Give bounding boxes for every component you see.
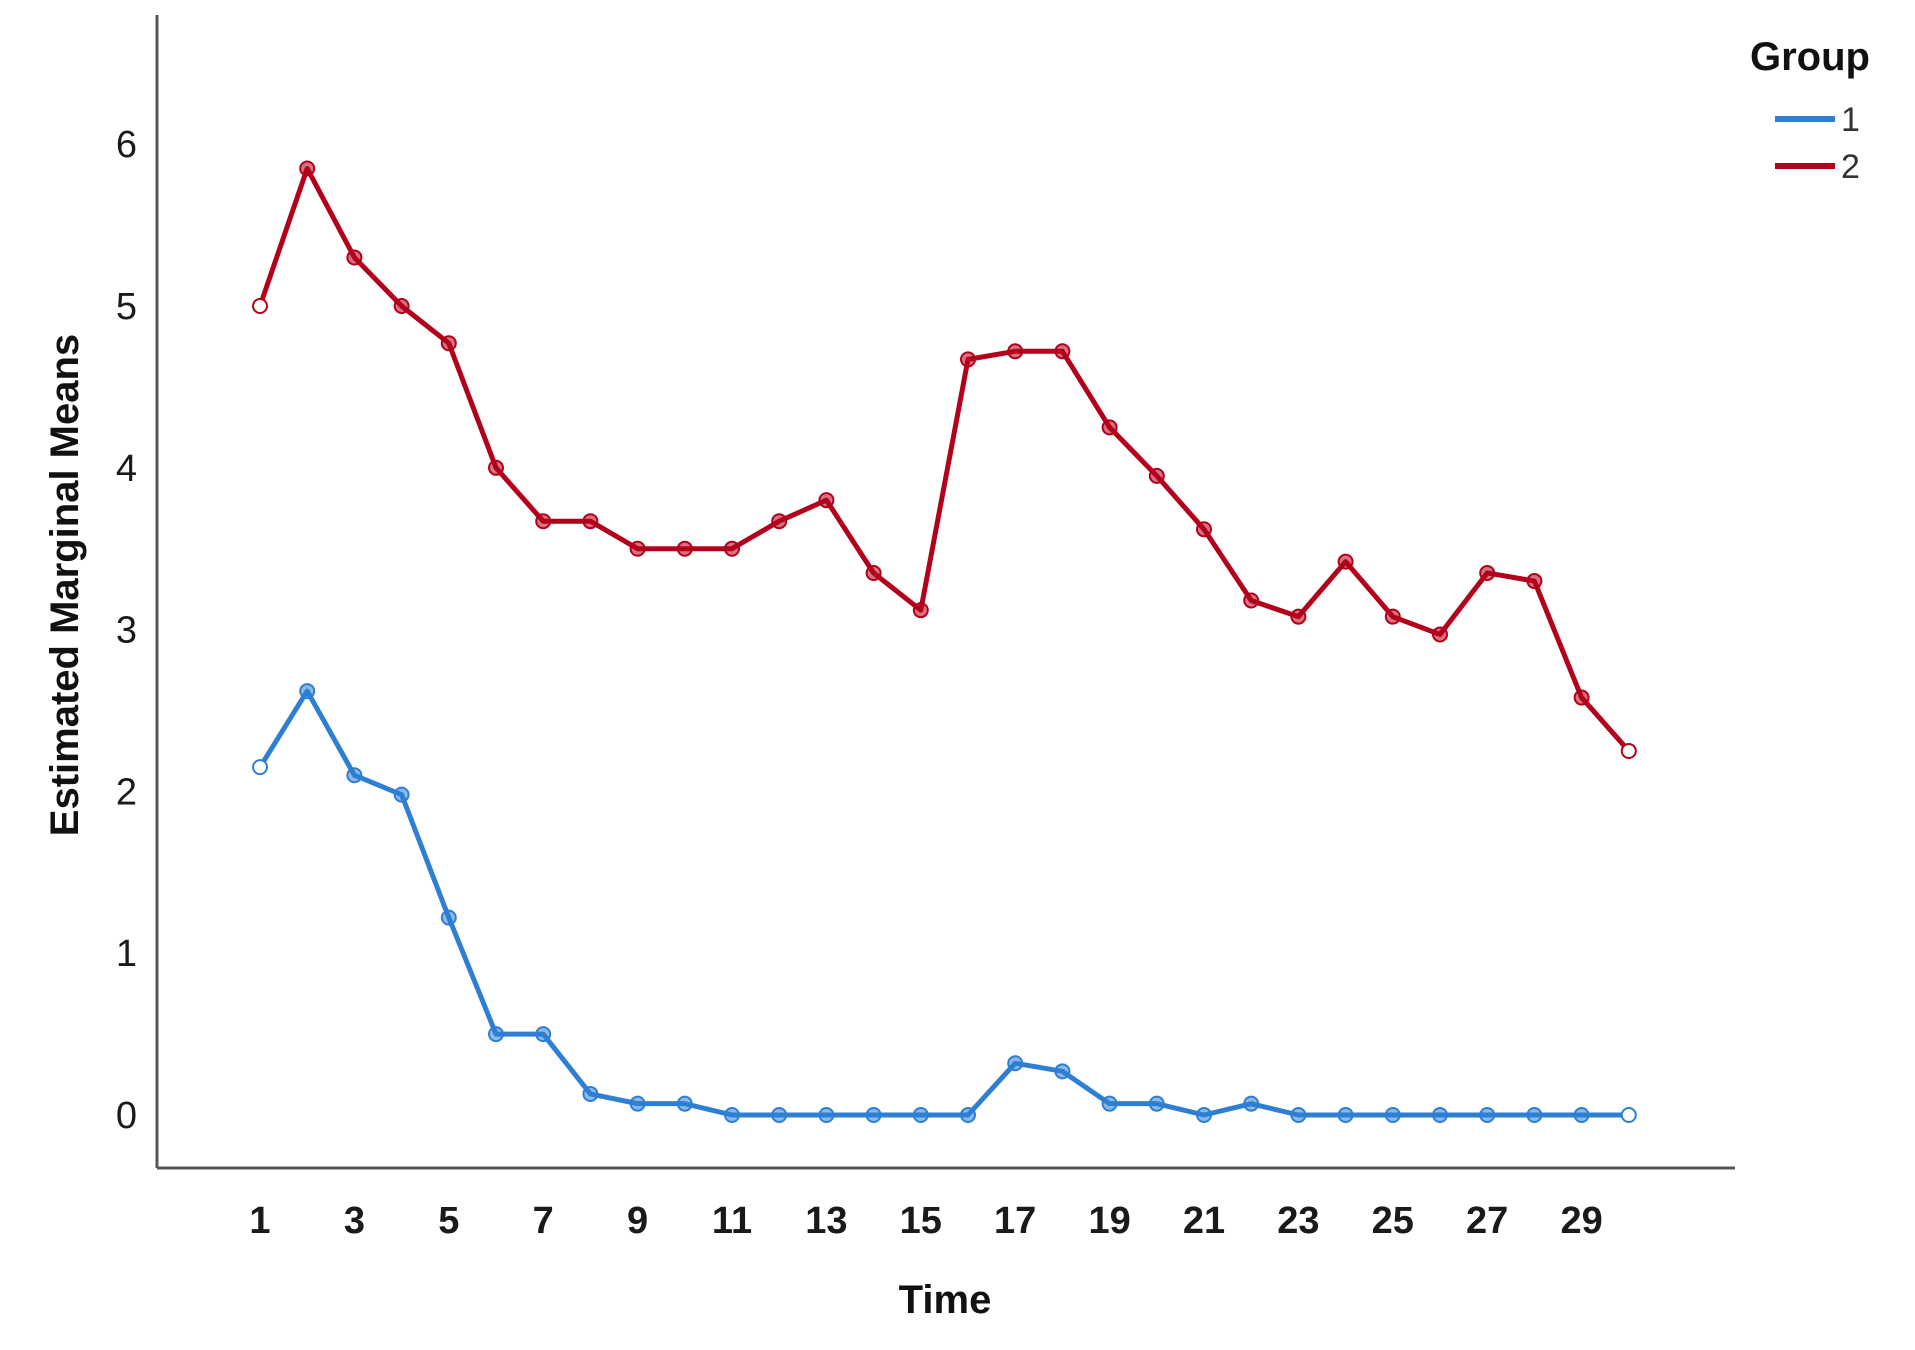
y-tick-label-5: 5 [116, 286, 137, 328]
data-point-group-1-t24 [1337, 1107, 1354, 1123]
data-point-group-2-t20 [1148, 467, 1165, 484]
data-point-group-1-t2 [299, 683, 316, 700]
x-tick-label-21: 21 [1183, 1200, 1225, 1242]
data-point-group-1-t6 [488, 1026, 504, 1043]
series-line-group-1 [257, 688, 1632, 1118]
data-point-group-2-t4 [393, 298, 410, 314]
legend-label-group-1: 1 [1841, 101, 1860, 139]
data-point-group-1-t25 [1384, 1107, 1401, 1123]
x-tick-labels: 1 3 5 7 9 11 13 15 17 19 21 23 25 27 29 [249, 1200, 1602, 1242]
y-tick-label-3: 3 [116, 610, 137, 652]
x-tick-label-3: 3 [344, 1200, 365, 1242]
data-point-group-1-t12 [771, 1107, 788, 1123]
x-tick-label-15: 15 [900, 1200, 942, 1242]
data-point-group-1-t19 [1101, 1095, 1118, 1112]
legend-title: Group [1750, 35, 1870, 79]
y-axis-title: Estimated Marginal Means [43, 334, 87, 836]
data-point-group-1-t7 [535, 1026, 552, 1043]
series-layer [252, 160, 1637, 1123]
x-tick-label-25: 25 [1372, 1200, 1414, 1242]
data-point-group-1-t28 [1526, 1107, 1543, 1123]
data-point-group-1-t20 [1148, 1095, 1165, 1112]
data-point-group-2-t18 [1054, 343, 1071, 360]
x-axis-title: Time [899, 1278, 992, 1322]
x-tick-label-13: 13 [805, 1200, 847, 1242]
axes [155, 15, 1735, 1170]
legend-label-group-2: 2 [1841, 148, 1860, 186]
legend: Group 1 2 [1750, 35, 1870, 186]
data-point-group-2-t26 [1432, 626, 1448, 643]
data-point-group-2-t6 [488, 459, 504, 476]
data-point-group-2-t17 [1007, 343, 1024, 360]
data-point-group-1-t3 [346, 767, 363, 784]
data-point-group-2-t25 [1384, 608, 1401, 625]
y-tick-label-4: 4 [116, 448, 137, 490]
data-point-group-2-t7 [535, 513, 552, 530]
y-tick-labels: 0 1 2 3 4 5 6 [116, 124, 137, 1137]
data-point-group-1-t21 [1196, 1107, 1212, 1123]
y-tick-label-2: 2 [116, 771, 137, 813]
data-point-group-2-t3 [346, 249, 363, 266]
data-point-group-2-t9 [629, 540, 646, 557]
y-tick-label-6: 6 [116, 124, 137, 166]
data-point-group-1-t13 [818, 1107, 835, 1123]
data-point-group-2-t29 [1573, 689, 1590, 706]
data-point-group-1-t18 [1054, 1063, 1071, 1080]
x-tick-label-11: 11 [712, 1200, 752, 1242]
data-point-group-2-t11 [724, 540, 740, 557]
x-tick-label-19: 19 [1088, 1200, 1130, 1242]
x-tick-label-7: 7 [533, 1200, 554, 1242]
data-point-group-1-t14 [865, 1107, 882, 1123]
data-point-group-2-t12 [771, 513, 788, 530]
data-point-group-2-t14 [865, 564, 882, 581]
data-point-group-2-t21 [1196, 521, 1212, 538]
data-point-group-2-t10 [676, 540, 693, 557]
data-point-group-1-t1 [252, 759, 268, 776]
data-point-group-2-t16 [960, 351, 976, 368]
data-point-group-1-t23 [1290, 1107, 1307, 1123]
x-tick-label-23: 23 [1277, 1200, 1319, 1242]
x-tick-label-5: 5 [438, 1200, 459, 1242]
data-point-group-1-t22 [1243, 1095, 1260, 1112]
y-tick-label-1: 1 [116, 933, 137, 975]
data-point-group-1-t10 [676, 1095, 693, 1112]
data-point-group-2-t8 [582, 513, 599, 530]
y-tick-label-0: 0 [116, 1095, 137, 1137]
data-point-group-2-t23 [1290, 608, 1307, 625]
data-point-group-2-t22 [1243, 592, 1260, 609]
data-point-group-1-t30 [1620, 1107, 1637, 1123]
data-point-group-1-t16 [960, 1107, 976, 1123]
data-point-group-1-t9 [629, 1095, 646, 1112]
data-point-group-2-t24 [1337, 553, 1354, 570]
data-point-group-1-t27 [1479, 1107, 1496, 1123]
x-tick-label-9: 9 [627, 1200, 648, 1242]
data-point-group-1-t4 [393, 786, 410, 803]
data-point-group-1-t29 [1573, 1107, 1590, 1123]
x-tick-label-27: 27 [1466, 1200, 1508, 1242]
data-point-group-1-t11 [724, 1107, 740, 1123]
series-line-group-2 [257, 165, 1632, 754]
data-point-group-2-t13 [818, 492, 835, 509]
data-point-group-1-t15 [912, 1107, 929, 1123]
data-point-group-2-t28 [1526, 573, 1543, 590]
data-point-group-2-t30 [1620, 742, 1637, 759]
data-point-group-2-t15 [912, 602, 929, 619]
data-point-group-1-t26 [1432, 1107, 1448, 1123]
data-point-group-2-t1 [252, 298, 268, 314]
data-point-group-2-t27 [1479, 564, 1496, 581]
x-tick-label-1: 1 [249, 1200, 270, 1242]
x-tick-label-17: 17 [994, 1200, 1036, 1242]
data-point-group-1-t17 [1007, 1055, 1024, 1072]
data-point-group-1-t8 [582, 1085, 599, 1102]
data-point-group-2-t5 [440, 335, 457, 352]
data-point-group-2-t2 [299, 160, 316, 177]
data-point-group-1-t5 [440, 909, 457, 926]
x-tick-label-29: 29 [1560, 1200, 1602, 1242]
data-point-group-2-t19 [1101, 419, 1118, 436]
